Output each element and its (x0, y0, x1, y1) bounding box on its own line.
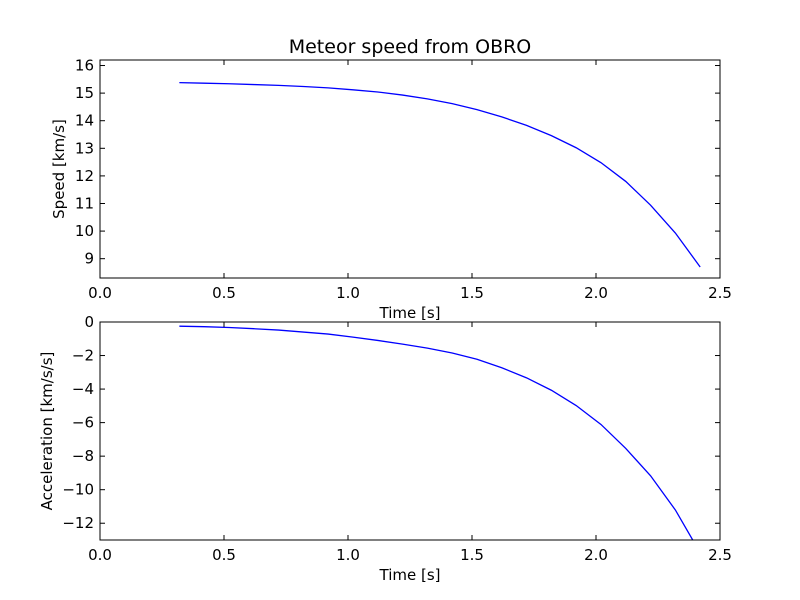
acceleration-y-tick-label: −8 (72, 447, 94, 465)
acceleration-y-tick-label: −4 (72, 380, 94, 398)
acceleration-y-tick-label: −12 (62, 514, 94, 532)
speed-x-tick-label: 2.5 (708, 284, 732, 302)
acceleration-y-tick-label: 0 (84, 313, 94, 331)
acceleration-subplot: 0.0 0.5 1.0 1.5 2.0 2.5 0 −2 −4 −6 −8 −10 −12 Time [s… (38, 313, 732, 584)
speed-y-tick-label: 14 (75, 112, 94, 130)
speed-x-tick-label: 2.0 (584, 284, 608, 302)
acceleration-axes-frame (99, 321, 721, 541)
speed-y-tick-label: 10 (75, 222, 94, 240)
speed-x-tick-label: 1.5 (460, 284, 484, 302)
speed-y-tick-label: 11 (75, 194, 94, 212)
chart-title: Meteor speed from OBRO (289, 36, 532, 58)
acceleration-y-tick-label: −10 (62, 481, 94, 499)
acceleration-x-tick-label: 1.0 (336, 546, 360, 564)
speed-y-tick-label: 15 (75, 84, 94, 102)
speed-y-tick-label: 13 (75, 139, 94, 157)
speed-y-tick-label: 12 (75, 167, 94, 185)
speed-y-axis-label: Speed [km/s] (50, 119, 68, 219)
speed-x-axis-label: Time [s] (379, 304, 441, 322)
speed-axes-frame (99, 59, 721, 279)
acceleration-x-tick-label: 0.5 (212, 546, 236, 564)
speed-x-tick-label: 0.0 (88, 284, 112, 302)
acceleration-x-tick-label: 1.5 (460, 546, 484, 564)
acceleration-x-axis-label: Time [s] (379, 566, 441, 584)
acceleration-y-tick-label: −2 (72, 347, 94, 365)
speed-y-tick-label: 9 (84, 250, 94, 268)
speed-subplot: 0.0 0.5 1.0 1.5 2.0 2.5 9 10 11 12 13 14 15 16 Time [s… (50, 57, 732, 322)
acceleration-series-line (179, 325, 694, 540)
speed-x-tick-label: 0.5 (212, 284, 236, 302)
acceleration-x-tick-label: 2.0 (584, 546, 608, 564)
speed-y-tick-label: 16 (75, 57, 94, 75)
acceleration-x-tick-label: 0.0 (88, 546, 112, 564)
acceleration-y-tick-label: −6 (72, 414, 94, 432)
speed-x-tick-label: 1.0 (336, 284, 360, 302)
acceleration-x-tick-label: 2.5 (708, 546, 732, 564)
speed-series-line (179, 81, 701, 268)
acceleration-y-axis-label: Acceleration [km/s/s] (38, 352, 56, 511)
